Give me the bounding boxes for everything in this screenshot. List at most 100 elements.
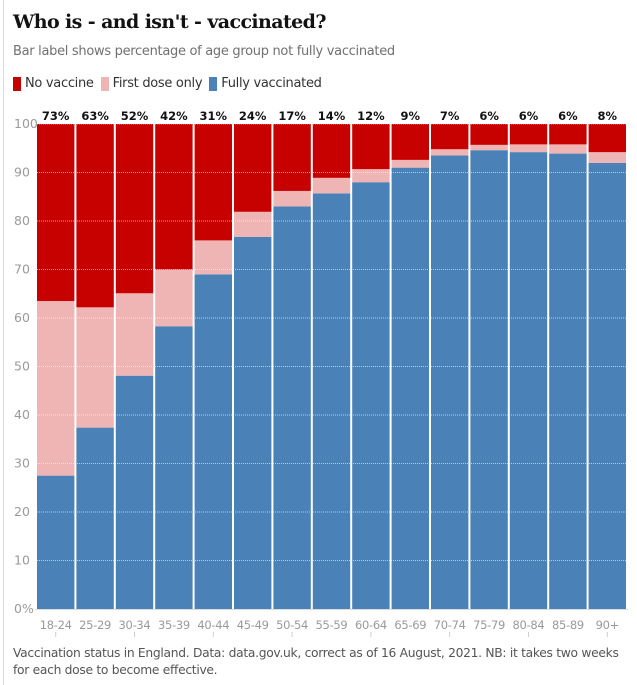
bar-segment-no-vaccine-70-74: [431, 124, 469, 150]
bar-data-label: 12%: [357, 109, 385, 123]
x-tick-label: 45-49: [237, 618, 269, 632]
bar-data-label: 7%: [440, 109, 460, 123]
y-tick-label: 0%: [14, 601, 34, 616]
legend-swatch-no-vaccine: [13, 76, 21, 91]
legend-item-fully-vaccinated: Fully vaccinated: [209, 76, 322, 91]
bar-segment-no-vaccine-40-44: [194, 124, 232, 241]
bar-segment-first-dose-only-70-74: [431, 149, 469, 156]
bar-segment-no-vaccine-45-49: [234, 124, 272, 212]
bar-data-label: 24%: [239, 109, 267, 123]
bar-segment-fully-vaccinated-50-54: [273, 206, 311, 609]
bar-segment-first-dose-only-30-34: [115, 293, 154, 376]
legend-swatch-first-dose: [100, 76, 109, 91]
x-tick-label: 80-84: [513, 618, 545, 632]
bar-segment-no-vaccine-25-29: [76, 124, 114, 308]
x-tick-label: 85-89: [552, 618, 584, 632]
bar-segment-first-dose-only-80-84: [509, 144, 548, 153]
bar-segment-first-dose-only-50-54: [273, 190, 311, 207]
bar-segment-no-vaccine-85-89: [549, 124, 587, 145]
legend-item-first-dose: First dose only: [100, 76, 203, 91]
x-tick-label: 90+: [596, 618, 619, 632]
y-tick-label: 90: [14, 165, 30, 180]
bar-segment-first-dose-only-40-44: [194, 240, 232, 275]
bar-segment-no-vaccine-18-24: [37, 124, 75, 302]
data-labels-layer: 73% 63% 52% 42% 31% 24% 17% 14% 12% 9% 7% 6% 6% 6% 8%: [42, 109, 618, 123]
bar-data-label: 9%: [401, 109, 421, 123]
y-axis: 0% 10 20 30 40 50 60 70 80 90 100: [14, 116, 38, 616]
bar-data-label: 63%: [81, 109, 109, 123]
bar-segment-no-vaccine-55-59: [312, 124, 351, 178]
bar-data-label: 14%: [318, 109, 346, 123]
y-tick-label: 80: [14, 213, 30, 228]
bar-data-label: 6%: [519, 109, 539, 123]
x-tick-label: 60-64: [355, 618, 387, 632]
x-tick-label: 40-44: [197, 618, 229, 632]
bar-segment-fully-vaccinated-85-89: [549, 153, 587, 609]
legend-label-fully-vaccinated: Fully vaccinated: [221, 76, 322, 91]
chart-caption: Vaccination status in England. Data: dat…: [13, 646, 619, 677]
bar-segment-fully-vaccinated-30-34: [115, 375, 154, 609]
bar-segment-no-vaccine-30-34: [115, 124, 154, 294]
bar-segment-first-dose-only-25-29: [76, 307, 114, 428]
bar-data-label: 31%: [200, 109, 228, 123]
x-tick-label: 30-34: [119, 618, 151, 632]
bar-segment-fully-vaccinated-35-39: [155, 326, 193, 609]
bar-segment-first-dose-only-18-24: [37, 301, 75, 476]
bar-segment-first-dose-only-65-69: [391, 159, 429, 168]
bar-segment-no-vaccine-80-84: [509, 124, 548, 145]
x-tick-label: 50-54: [276, 618, 308, 632]
legend-label-first-dose: First dose only: [112, 76, 203, 91]
bar-segment-first-dose-only-90+: [588, 152, 626, 163]
x-tick-label: 55-59: [316, 618, 348, 632]
bar-segment-no-vaccine-65-69: [391, 124, 429, 160]
legend-item-no-vaccine: No vaccine: [13, 76, 94, 91]
bar-segment-fully-vaccinated-65-69: [391, 167, 429, 609]
bar-segment-no-vaccine-35-39: [155, 124, 193, 270]
legend: No vaccine First dose only Fully vaccina…: [13, 76, 329, 91]
bar-segment-first-dose-only-35-39: [155, 269, 193, 327]
bar-segment-fully-vaccinated-75-79: [470, 150, 508, 609]
bar-segment-fully-vaccinated-18-24: [37, 475, 75, 610]
bar-data-label: 6%: [479, 109, 499, 123]
left-frame-line: [3, 0, 4, 685]
bar-segment-fully-vaccinated-40-44: [194, 274, 232, 609]
chart-subtitle: Bar label shows percentage of age group …: [13, 44, 395, 59]
x-tick-label: 35-39: [158, 618, 190, 632]
x-tick-label: 65-69: [394, 618, 426, 632]
bar-data-label: 6%: [558, 109, 578, 123]
bar-segment-first-dose-only-75-79: [470, 144, 508, 151]
bar-segment-fully-vaccinated-25-29: [76, 427, 114, 609]
bar-data-label: 17%: [278, 109, 306, 123]
y-tick-label: 40: [14, 407, 30, 422]
bar-segment-fully-vaccinated-90+: [588, 162, 626, 610]
bars-layer: [37, 124, 626, 610]
bar-segment-fully-vaccinated-60-64: [352, 182, 390, 609]
legend-label-no-vaccine: No vaccine: [25, 76, 94, 91]
bar-data-label: 8%: [598, 109, 618, 123]
y-tick-label: 50: [14, 359, 30, 374]
y-tick-label: 60: [14, 310, 30, 325]
y-tick-label: 70: [14, 262, 30, 277]
y-tick-label: 100: [14, 116, 38, 131]
x-tick-label: 75-79: [473, 618, 505, 632]
x-tick-label: 70-74: [434, 618, 466, 632]
bar-data-label: 52%: [121, 109, 149, 123]
bar-segment-first-dose-only-45-49: [234, 211, 272, 237]
legend-swatch-fully-vaccinated: [209, 76, 218, 91]
bar-segment-fully-vaccinated-55-59: [312, 193, 351, 610]
bar-segment-first-dose-only-60-64: [352, 169, 390, 183]
bar-segment-fully-vaccinated-70-74: [431, 155, 469, 609]
x-tick-label: 25-29: [79, 618, 111, 632]
bar-segment-fully-vaccinated-80-84: [509, 152, 548, 609]
bar-segment-no-vaccine-90+: [588, 124, 626, 153]
bar-data-label: 42%: [160, 109, 188, 123]
y-tick-label: 30: [14, 456, 30, 471]
bar-segment-fully-vaccinated-45-49: [234, 237, 272, 609]
bar-segment-first-dose-only-85-89: [549, 144, 587, 154]
y-tick-label: 10: [14, 553, 30, 568]
bar-segment-no-vaccine-50-54: [273, 124, 311, 191]
gridlines-layer: [35, 123, 628, 561]
bar-segment-no-vaccine-75-79: [470, 124, 508, 145]
chart-title: Who is - and isn't - vaccinated?: [13, 11, 326, 33]
